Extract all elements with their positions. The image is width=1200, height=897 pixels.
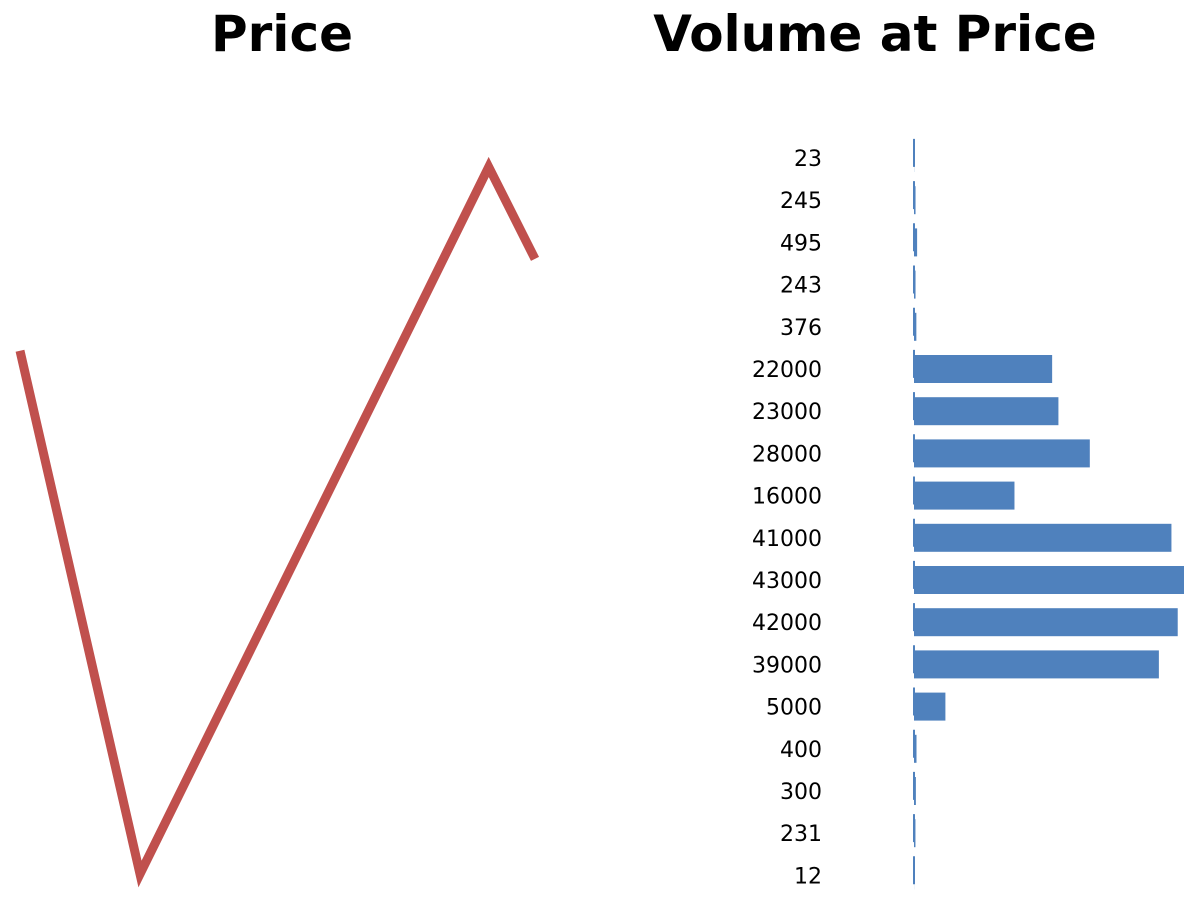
- category-tick-label: 22000: [752, 358, 822, 383]
- volume-bar: [914, 692, 946, 721]
- volume-bar: [914, 186, 916, 215]
- price-series-line: [15, 156, 540, 888]
- category-tick-label: 23000: [752, 400, 822, 425]
- volume-bar: [914, 312, 917, 341]
- price-line-marks: [15, 156, 540, 888]
- volume-bar: [914, 523, 1172, 552]
- category-tick-label: 42000: [752, 611, 822, 636]
- volume-bar: [914, 439, 1090, 468]
- volume-bar: [914, 228, 918, 257]
- category-tick-label: 12: [794, 864, 822, 889]
- volume-bar: [914, 819, 916, 848]
- category-tick-label: 231: [780, 822, 822, 847]
- category-tick-label: 495: [780, 231, 822, 256]
- volume-bar: [914, 481, 1015, 510]
- volume-at-price-bars: [914, 144, 1184, 890]
- category-tick-label: 245: [780, 189, 822, 214]
- volume-at-price-chart-title: Volume at Price: [653, 5, 1097, 63]
- volume-bar: [914, 777, 916, 805]
- price-line-chart: [15, 156, 540, 888]
- category-tick-label: 28000: [752, 442, 822, 467]
- category-tick-label: 23: [794, 147, 822, 172]
- volume-at-price-tick-labels: 23 245 495 243 376 22000 23000 28000 16000 41000 4…: [752, 147, 822, 889]
- volume-bar: [914, 608, 1178, 637]
- category-tick-label: 243: [780, 274, 822, 299]
- category-tick-label: 39000: [752, 653, 822, 678]
- volume-bar: [914, 270, 916, 299]
- category-tick-label: 300: [780, 780, 822, 805]
- category-tick-label: 16000: [752, 485, 822, 510]
- price-chart-title: Price: [211, 5, 353, 63]
- category-tick-label: 400: [780, 738, 822, 763]
- volume-bar: [914, 734, 917, 763]
- volume-bar: [914, 355, 1053, 383]
- volume-bar: [914, 650, 1159, 679]
- category-tick-label: 5000: [766, 696, 822, 721]
- volume-bar: [914, 397, 1059, 426]
- category-tick-label: 43000: [752, 569, 822, 594]
- category-tick-label: 376: [780, 316, 822, 341]
- category-tick-label: 41000: [752, 527, 822, 552]
- volume-bar: [914, 566, 1184, 594]
